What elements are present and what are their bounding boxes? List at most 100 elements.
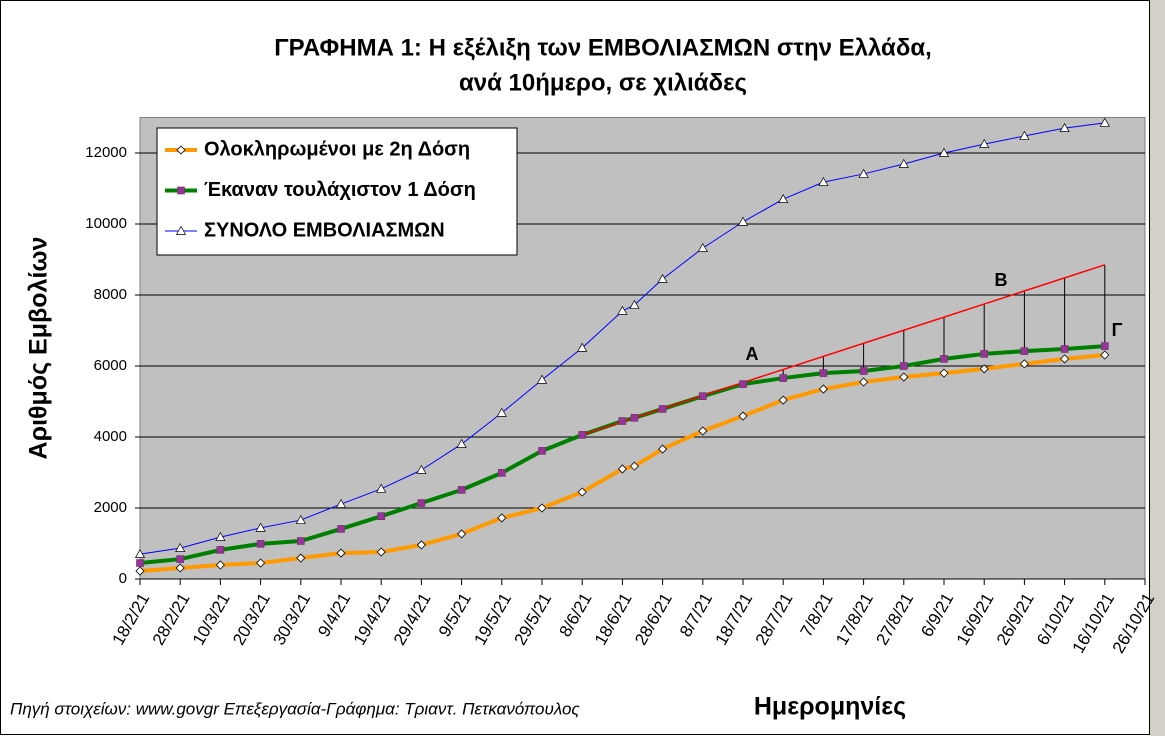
data-point — [577, 487, 587, 497]
data-point — [980, 350, 989, 358]
data-point — [417, 499, 426, 507]
data-point — [497, 513, 507, 523]
data-point — [216, 546, 225, 554]
data-point — [336, 548, 346, 558]
y-tick-label: 8000 — [94, 286, 127, 303]
data-point — [295, 514, 306, 524]
data-point — [416, 464, 427, 474]
chart-title: ανά 10ήμερο, σε χιλιάδες — [459, 69, 747, 96]
data-point — [1059, 122, 1070, 132]
data-point — [938, 147, 950, 157]
legend-marker — [175, 225, 187, 235]
data-point — [630, 414, 639, 422]
data-point — [457, 486, 466, 494]
data-point — [698, 426, 708, 436]
data-point — [940, 355, 948, 363]
data-point — [739, 380, 747, 388]
data-point — [1019, 359, 1029, 369]
data-point — [376, 483, 387, 493]
annotation: Β — [995, 270, 1008, 290]
data-point — [1060, 345, 1069, 353]
data-point — [536, 374, 548, 384]
data-point — [256, 540, 265, 548]
data-point — [898, 158, 909, 168]
annotation: Γ — [1112, 320, 1123, 340]
data-point — [496, 407, 507, 417]
data-point — [629, 461, 640, 471]
data-point — [778, 395, 788, 405]
data-point — [779, 374, 788, 382]
data-point — [255, 522, 266, 532]
data-point — [819, 369, 828, 377]
data-point — [377, 512, 386, 520]
y-tick-label: 0 — [119, 570, 127, 587]
data-point — [859, 377, 869, 387]
legend-marker — [176, 145, 186, 155]
y-tick-label: 6000 — [94, 357, 127, 374]
data-point — [658, 444, 668, 454]
data-point — [818, 176, 829, 186]
data-point — [899, 362, 908, 370]
y-tick-label: 2000 — [94, 499, 127, 516]
data-point — [1101, 342, 1109, 350]
y-axis-label: Αριθμός Εμβολίων — [25, 237, 53, 460]
data-point — [497, 469, 506, 477]
data-point — [617, 305, 628, 315]
data-point — [697, 242, 708, 252]
data-point — [296, 553, 306, 563]
data-point — [629, 299, 640, 309]
data-point — [457, 529, 467, 539]
data-point — [134, 548, 146, 558]
data-point — [296, 537, 305, 545]
data-point — [1100, 350, 1110, 360]
data-point — [577, 342, 588, 352]
data-point — [1060, 354, 1070, 364]
legend-label: Ολοκληρωμένοι με 2η Δόση — [204, 138, 470, 160]
data-point — [176, 555, 184, 563]
series-line — [139, 122, 1105, 555]
data-point — [778, 193, 789, 203]
data-point — [617, 464, 627, 474]
data-point — [858, 168, 869, 178]
data-point — [135, 566, 145, 576]
data-point — [818, 384, 828, 394]
data-point — [859, 367, 868, 375]
window-edge — [1150, 0, 1165, 736]
data-point — [376, 547, 386, 557]
data-point — [337, 525, 345, 533]
data-point — [175, 542, 186, 552]
annotation: Α — [746, 344, 759, 364]
data-point — [1099, 117, 1110, 127]
y-tick-label: 12000 — [85, 144, 127, 161]
data-point — [215, 531, 226, 541]
data-point — [136, 559, 144, 567]
data-point — [416, 540, 426, 550]
data-point — [1020, 347, 1029, 355]
data-point — [698, 392, 707, 400]
data-point — [657, 273, 668, 283]
legend — [156, 127, 518, 256]
data-point — [175, 563, 185, 573]
data-point — [979, 364, 989, 374]
data-point — [537, 503, 547, 513]
legend-marker — [177, 186, 185, 195]
y-tick-label: 4000 — [94, 428, 127, 445]
chart-title: ΓΡΑΦΗΜΑ 1: Η εξέλιξη των ΕΜΒΟΛΙΑΣΜΩΝ στη… — [274, 34, 932, 61]
x-axis-label: Ημερομηνίες — [754, 693, 906, 721]
data-point — [899, 372, 909, 382]
data-point — [456, 438, 467, 448]
data-point — [658, 405, 667, 413]
data-point — [979, 138, 990, 148]
data-point — [939, 368, 949, 378]
data-point — [256, 558, 266, 568]
data-point — [335, 498, 347, 508]
series-line — [139, 353, 1105, 574]
data-point — [538, 447, 546, 455]
source-note: Πηγή στοιχείων: www.govgr Επεξεργασία-Γρ… — [10, 699, 580, 718]
data-point — [738, 411, 748, 421]
trend-line — [581, 264, 1106, 436]
data-point — [215, 560, 225, 570]
legend-label: Έκαναν τουλάχιστον 1 Δόση — [204, 179, 476, 201]
data-point — [737, 216, 749, 226]
